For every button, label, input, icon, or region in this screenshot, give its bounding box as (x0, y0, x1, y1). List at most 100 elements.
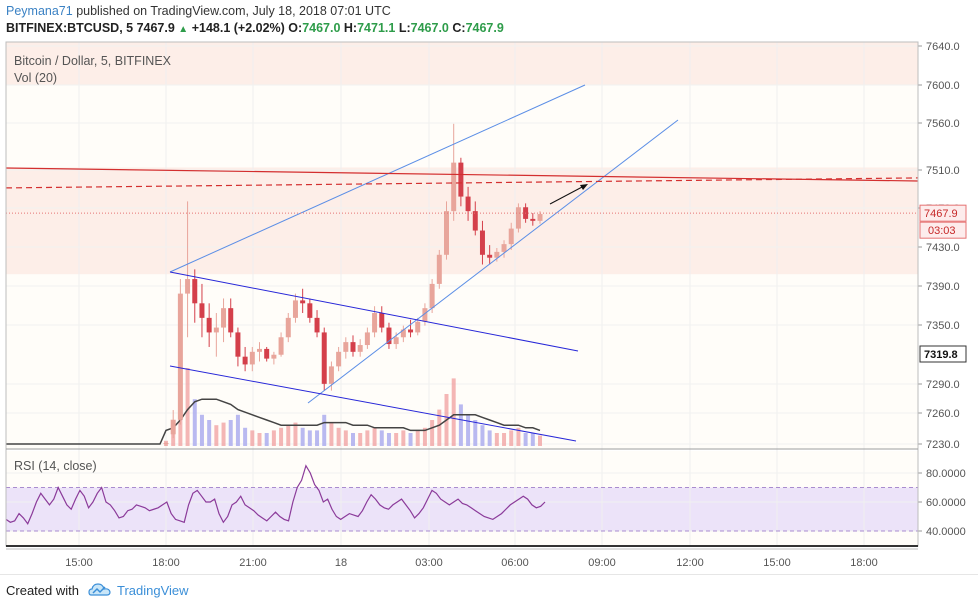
candle-body (185, 279, 191, 294)
created-with-label: Created with (6, 583, 79, 598)
channel-lower-line (169, 365, 577, 442)
rsi-tick-label: 40.0000 (926, 526, 966, 538)
candle-body (458, 162, 464, 197)
main-pane-title: Bitcoin / Dollar, 5, BITFINEX (14, 54, 171, 68)
candle-body (487, 254, 493, 258)
volume-bar (473, 420, 478, 446)
high-label: H: (343, 21, 358, 35)
y-tick-label: 7510.0 (926, 165, 960, 177)
volume-ma-line (6, 398, 541, 445)
candle-body (321, 332, 327, 384)
volume-bar (192, 399, 197, 446)
volume-bar (401, 430, 406, 446)
candle-body (372, 313, 378, 333)
volume-bar (458, 404, 463, 446)
candle-body (451, 162, 457, 212)
projection-arrow (549, 185, 585, 205)
volume-bar (307, 430, 312, 446)
x-tick-label: 09:00 (588, 557, 616, 569)
publish-info: Peymana71 published on TradingView.com, … (6, 4, 391, 18)
chart-canvas[interactable]: 15:00 18:00 21:00 18 03:00 06:00 09:00 12:00 15:… (0, 0, 978, 574)
y-tick-label: 7640.0 (926, 41, 960, 53)
last-price-badge-label: 7467.9 (924, 208, 958, 220)
volume-bar (394, 433, 399, 446)
volume-bar (207, 420, 212, 446)
x-tick-label: 18 (335, 557, 347, 569)
volume-bar (271, 430, 276, 446)
volume-bar (235, 414, 240, 446)
low-value: 7467.0 (410, 21, 449, 35)
y-tick-label: 7230.0 (926, 439, 960, 451)
volume-bar (185, 368, 190, 446)
upper-shade-zone (6, 42, 918, 85)
candle-body (242, 356, 248, 365)
candle-body (228, 308, 234, 333)
candle-body (328, 366, 334, 384)
volume-bar (538, 435, 542, 446)
channel-upper-line (169, 271, 579, 352)
resistance-line (5, 167, 919, 182)
author-link[interactable]: Peymana71 (6, 4, 73, 18)
volume-bar (466, 414, 471, 446)
candle-body (177, 293, 183, 420)
tradingview-link[interactable]: TradingView (117, 583, 189, 598)
volume-bar (530, 433, 535, 446)
candle-body (508, 228, 514, 245)
tradingview-logo-icon[interactable] (88, 581, 112, 599)
volume-bar (300, 427, 305, 446)
y-tick-label: 7350.0 (926, 320, 960, 332)
volume-bar (228, 420, 233, 446)
volume-bar (386, 433, 391, 446)
candle-body (429, 283, 435, 309)
volume-bar (329, 422, 334, 446)
candle-body (199, 303, 205, 318)
candle-body (213, 327, 219, 333)
countdown-badge (919, 221, 967, 239)
y-tick-label: 7290.0 (926, 379, 960, 391)
candle-body (192, 279, 198, 304)
y-tick-label: 7390.0 (926, 281, 960, 293)
candle-body (235, 332, 241, 357)
candle-body (501, 244, 507, 252)
rsi-line (5, 464, 546, 525)
candle-body (285, 317, 291, 338)
y-tick-label: 7600.0 (926, 80, 960, 92)
volume-bar (250, 430, 255, 446)
volume-bar (523, 433, 528, 446)
candle-body (408, 329, 414, 333)
candle-body (343, 342, 349, 352)
footer: Created with TradingView (0, 574, 978, 608)
candle-body (257, 348, 262, 352)
candle-body (336, 351, 342, 367)
candle-body (472, 211, 478, 231)
volume-bar (487, 430, 492, 446)
rsi-tick-label: 60.0000 (926, 497, 966, 509)
candle-body (350, 342, 356, 352)
candle-body (400, 329, 406, 338)
x-tick-label: 06:00 (501, 557, 529, 569)
candle-body (479, 230, 485, 255)
volume-bar (430, 420, 435, 446)
volume-bar (451, 378, 456, 446)
volume-bar (351, 433, 355, 446)
volume-bar (243, 427, 248, 446)
x-tick-label: 15:00 (763, 557, 791, 569)
volume-bar (408, 433, 413, 446)
candle-body (465, 196, 471, 212)
y-tick-label: 7430.0 (926, 242, 960, 254)
candle-body (300, 300, 306, 304)
y-tick-label: 7560.0 (926, 118, 960, 130)
candle-body (444, 211, 449, 255)
volume-bar (422, 427, 427, 446)
volume-bar (365, 430, 370, 446)
volume-bar (257, 433, 262, 446)
resistance-dashed-line (5, 177, 919, 189)
volume-bar (494, 433, 499, 446)
candle-body (307, 303, 313, 318)
x-tick-label: 12:00 (676, 557, 704, 569)
volume-bar (214, 425, 219, 446)
last-price: 7467.9 (136, 21, 175, 35)
volume-bar (379, 430, 384, 446)
close-value: 7467.9 (465, 21, 504, 35)
candle-body (415, 321, 421, 333)
